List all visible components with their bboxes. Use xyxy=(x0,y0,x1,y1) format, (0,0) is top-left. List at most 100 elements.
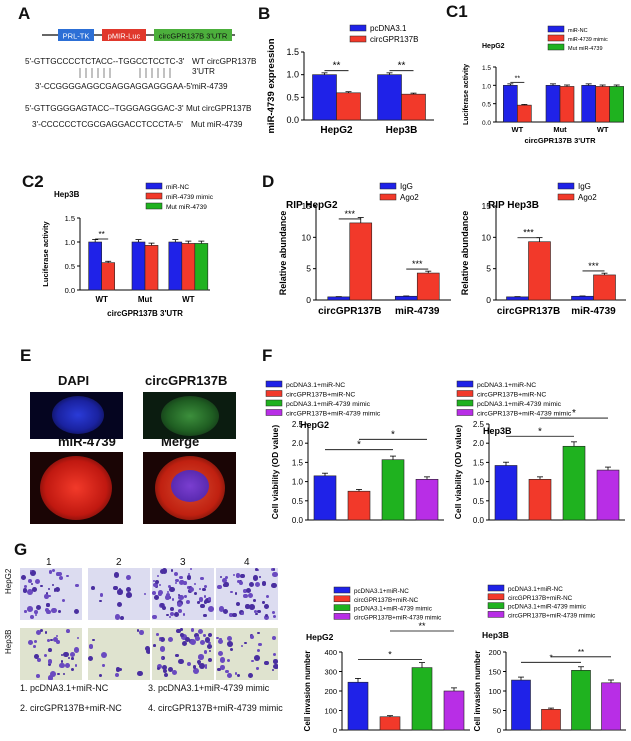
y-tick-label: 2.5 xyxy=(292,420,304,429)
stained-cell xyxy=(65,629,70,634)
stained-cell xyxy=(198,628,204,634)
stained-cell xyxy=(236,580,240,583)
y-tick-label: 0 xyxy=(333,726,337,735)
stained-cell xyxy=(29,569,33,573)
stained-cell xyxy=(50,638,53,642)
stained-cell xyxy=(240,612,244,615)
stained-cell xyxy=(256,667,259,670)
stained-cell xyxy=(198,663,201,666)
stained-cell xyxy=(156,666,161,670)
g-col-1: 1 xyxy=(46,557,52,568)
stained-cell xyxy=(161,656,164,660)
stained-cell xyxy=(232,573,236,577)
stained-cell xyxy=(153,595,159,600)
stained-cell xyxy=(91,585,95,590)
bar xyxy=(347,490,371,521)
significance-label: * xyxy=(357,440,361,451)
stained-cell xyxy=(208,657,213,662)
stained-cell xyxy=(183,581,187,585)
bar xyxy=(327,296,351,301)
stained-cell xyxy=(181,634,187,640)
stained-cell xyxy=(158,583,161,587)
stained-cell xyxy=(35,674,40,678)
stained-cell xyxy=(264,603,270,609)
stained-cell xyxy=(54,587,60,593)
y-tick-label: 2.0 xyxy=(292,439,304,448)
stained-cell xyxy=(64,663,70,669)
stained-cell xyxy=(53,589,57,592)
stained-cell xyxy=(117,589,123,595)
stained-cell xyxy=(271,568,275,572)
stained-cell xyxy=(226,659,231,663)
merge-image xyxy=(143,452,236,524)
legend-label: pcDNA3.1+miR-4739 mimic xyxy=(354,606,432,613)
stained-cell xyxy=(58,575,64,580)
stained-cell xyxy=(258,642,262,647)
stained-cell xyxy=(33,610,38,615)
y-axis-label: Relative abundance xyxy=(278,211,288,296)
stained-cell xyxy=(22,587,28,593)
bar xyxy=(528,241,551,301)
e-label-circ: circGPR137B xyxy=(145,373,228,388)
stained-cell xyxy=(47,675,54,680)
significance-label: *** xyxy=(344,209,355,219)
bar xyxy=(595,86,610,123)
mir-label: miR-4739 xyxy=(192,82,228,91)
x-tick-label: HepG2 xyxy=(320,125,353,136)
y-tick-label: 1.0 xyxy=(65,238,75,247)
legend-swatch xyxy=(265,390,283,397)
legend-label: pcDNA3.1+miR-4739 mimic xyxy=(508,604,586,611)
stained-cell xyxy=(157,663,163,669)
stained-cell xyxy=(240,573,245,578)
stained-cell xyxy=(114,614,121,620)
wt-sequence: 5'-GTTGCCCCTCTACC--TGGCCTCCTC-3' xyxy=(25,57,185,66)
stained-cell xyxy=(159,568,165,574)
chart-g1: 0 100 200 300 400 Cell invasion number HepG2 pc… xyxy=(303,586,470,735)
y-axis-label: Cell viability (OD value) xyxy=(455,425,463,520)
stained-cell xyxy=(207,643,212,649)
legend-swatch xyxy=(379,182,397,190)
g-row-hep3b: Hep3B xyxy=(4,629,13,654)
stained-cell xyxy=(178,580,185,586)
stained-cell xyxy=(272,610,276,614)
stained-cell xyxy=(159,636,165,642)
stained-cell xyxy=(173,612,179,618)
stained-cell xyxy=(62,651,69,658)
stained-cell xyxy=(88,644,94,650)
mir-sequence: 3'-CCGGGGAGGCGAGGAGGAGGGAA-5' xyxy=(35,82,193,91)
bar xyxy=(581,85,596,123)
stained-cell xyxy=(254,568,258,571)
significance-label: * xyxy=(549,653,552,662)
chart-d1: 0 5 10 15 Relative abundance circGPR137B miR-4… xyxy=(278,182,451,317)
legend-label: miR-4739 mimic xyxy=(568,37,608,43)
legend-label: pcDNA3.1+miR-4739 mimic xyxy=(286,401,371,408)
stained-cell xyxy=(252,575,259,581)
stained-cell xyxy=(99,593,103,597)
stained-cell xyxy=(194,633,200,639)
significance-label: ** xyxy=(333,61,341,72)
stained-cell xyxy=(152,579,156,583)
bar xyxy=(168,241,183,291)
legend-label: Ago2 xyxy=(400,193,419,202)
stained-cell xyxy=(23,585,27,588)
g-key-1: 1. pcDNA3.1+miR-NC xyxy=(20,683,109,693)
bar xyxy=(494,465,518,521)
stained-cell xyxy=(92,638,95,642)
g-col-4: 4 xyxy=(244,557,250,568)
stained-cell xyxy=(44,594,49,600)
stained-cell xyxy=(175,578,180,583)
stained-cell xyxy=(248,582,254,588)
y-tick-label: 1.0 xyxy=(482,83,491,90)
legend-swatch xyxy=(333,604,351,611)
stained-cell xyxy=(35,579,41,585)
stained-cell xyxy=(73,647,79,653)
panel-letter-g: G xyxy=(14,540,28,559)
legend-label: Mut miR-4739 xyxy=(166,204,207,211)
transwell-image xyxy=(88,568,150,620)
bar xyxy=(443,690,465,731)
stained-cell xyxy=(47,587,50,590)
g-key-3: 3. pcDNA3.1+miR-4739 mimic xyxy=(148,683,270,693)
stained-cell xyxy=(139,630,145,635)
y-axis-label: Cell invasion number xyxy=(473,651,482,732)
stained-cell xyxy=(218,605,225,612)
